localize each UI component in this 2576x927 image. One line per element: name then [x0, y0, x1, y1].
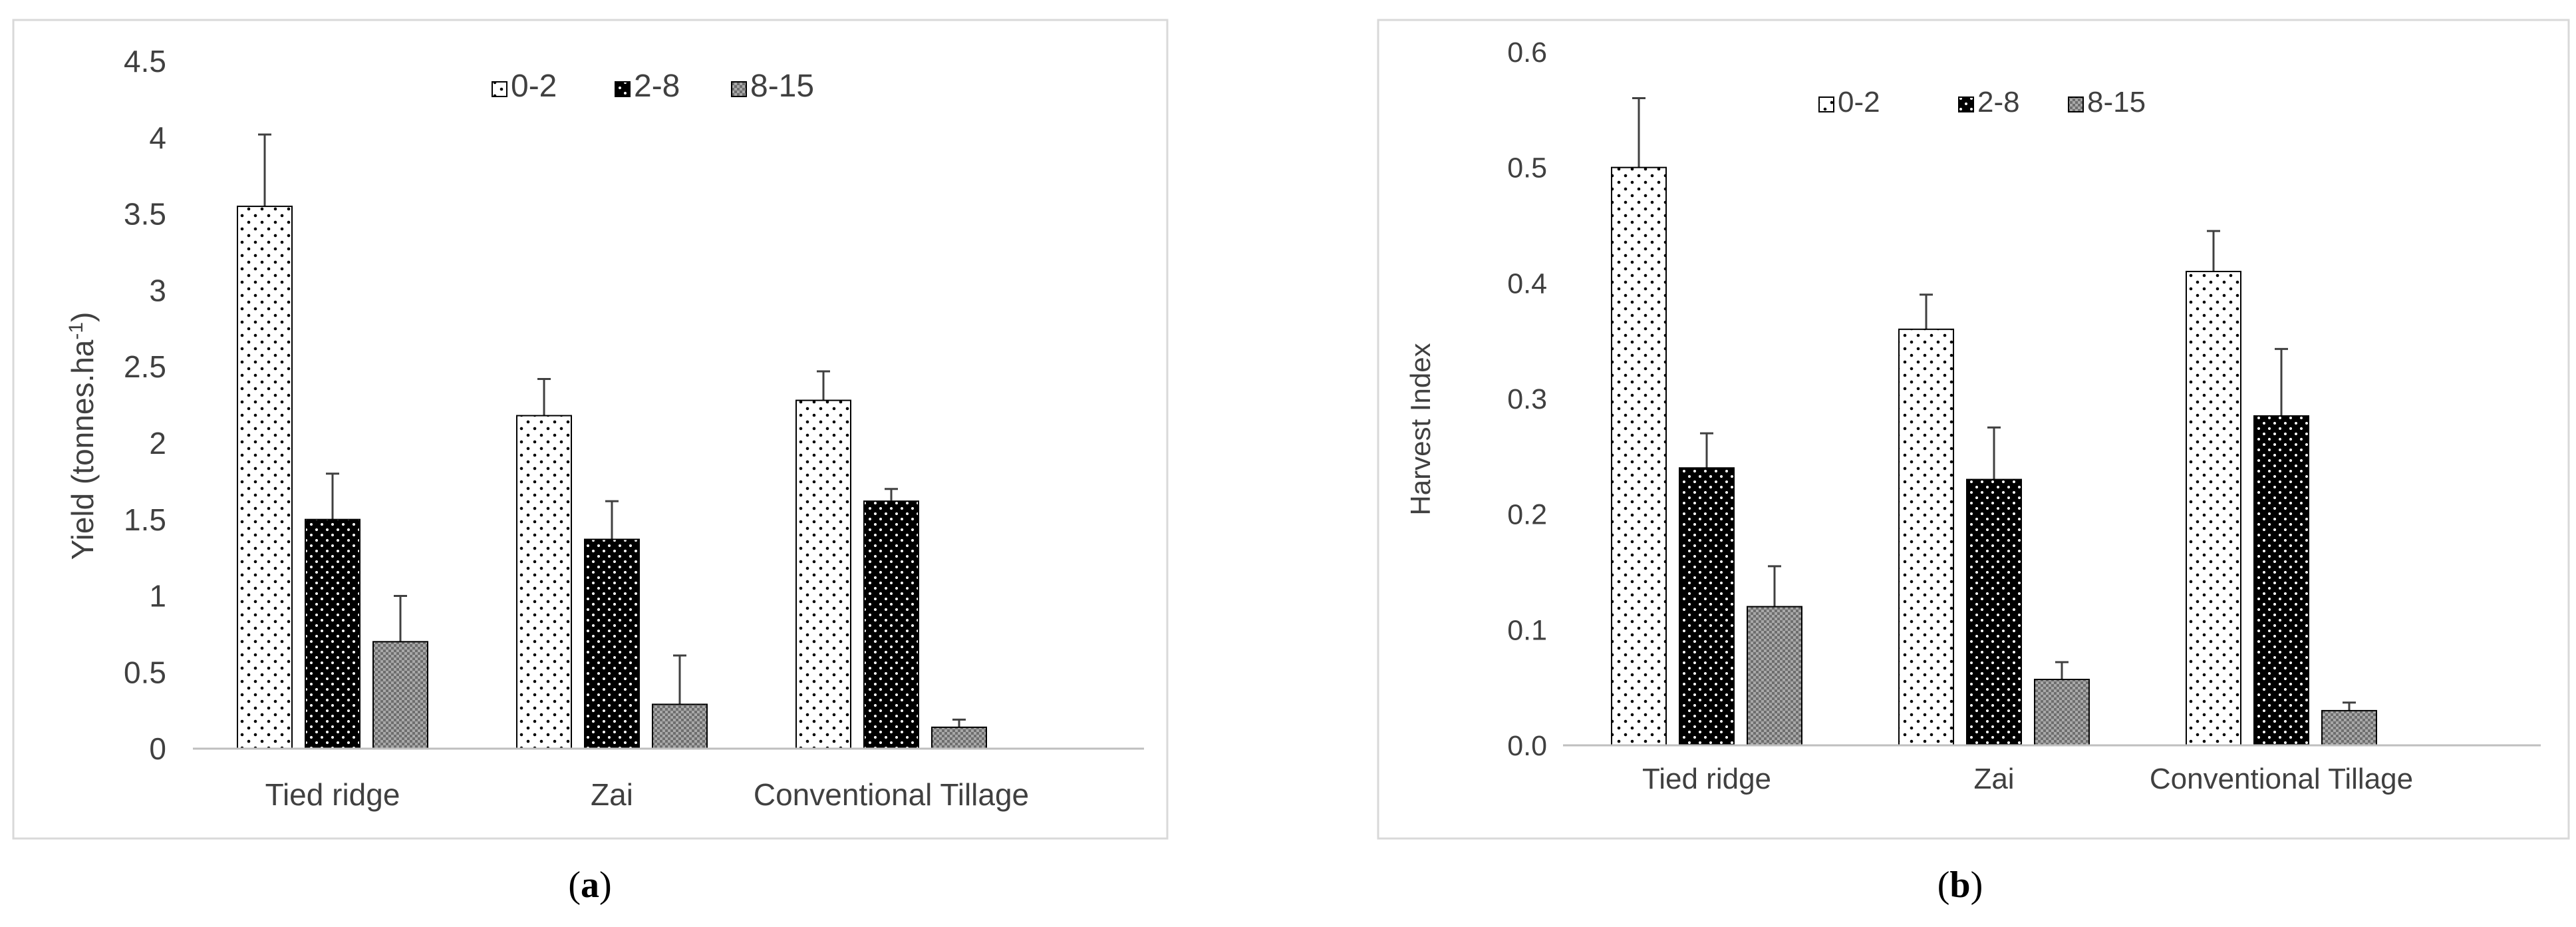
bar-8-15-zai	[2034, 679, 2090, 747]
x-ticks-b: Tied ridge Zai Conventional Tillage	[1642, 763, 2413, 795]
y-tick-label: 2.5	[124, 349, 166, 384]
bars-b	[1611, 166, 2377, 747]
y-tick-label: 0.3	[1507, 383, 1547, 415]
legend-label: 2-8	[1977, 86, 2020, 118]
bar-2-8-conventional-tillage	[2253, 415, 2309, 746]
bar-8-15-tied-ridge	[372, 641, 428, 749]
y-tick-label: 0.0	[1507, 730, 1547, 762]
error-bars-a	[258, 133, 966, 727]
x-tick-label: Conventional Tillage	[2150, 763, 2413, 795]
bar-0-2-tied-ridge	[1611, 166, 1667, 746]
legend-label: 8-15	[2087, 86, 2146, 118]
error-bars-b	[1632, 96, 2356, 711]
bar-0-2-conventional-tillage	[795, 399, 851, 749]
bar-0-2-tied-ridge	[237, 206, 293, 750]
legend-swatch	[1958, 96, 1974, 112]
legend-swatch	[492, 81, 507, 97]
bar-8-15-conventional-tillage	[931, 726, 987, 749]
y-tick-label: 3	[149, 273, 166, 307]
bars-a	[237, 206, 987, 750]
x-tick-label: Tied ridge	[1642, 763, 1771, 795]
legend-swatch	[731, 81, 747, 97]
y-tick-label: 0.5	[124, 655, 166, 689]
bar-2-8-tied-ridge	[1679, 467, 1735, 746]
x-tick-label: Zai	[1973, 763, 2014, 795]
legend-label: 0-2	[1838, 86, 1880, 118]
y-axis-label-a: Yield (tonnes.ha-1)	[65, 312, 100, 560]
bar-0-2-zai	[1898, 328, 1954, 746]
y-axis-label-b: Harvest Index	[1405, 343, 1436, 515]
bar-2-8-zai	[584, 538, 640, 750]
x-tick-label: Zai	[591, 777, 633, 812]
y-tick-label: 0.2	[1507, 499, 1547, 531]
bar-8-15-tied-ridge	[1747, 606, 1802, 746]
bar-8-15-zai	[652, 703, 708, 749]
panel-label-a: (a)	[568, 864, 611, 906]
bar-2-8-zai	[1966, 478, 2022, 746]
legend-swatch	[1818, 96, 1834, 112]
bar-0-2-conventional-tillage	[2186, 270, 2241, 746]
bar-0-2-zai	[516, 415, 572, 750]
x-tick-label: Conventional Tillage	[754, 777, 1029, 812]
y-tick-label: 0.6	[1507, 37, 1547, 69]
y-ticks-b: 0.0 0.1 0.2 0.3 0.4 0.5 0.6	[1507, 37, 1547, 762]
panel-label-b: (b)	[1937, 864, 1983, 906]
x-tick-label: Tied ridge	[265, 777, 400, 812]
legend-a: 0-2 2-8 8-15	[492, 69, 814, 104]
x-ticks-a: Tied ridge Zai Conventional Tillage	[265, 777, 1030, 812]
y-tick-label: 0	[149, 731, 166, 766]
legend-b: 0-2 2-8 8-15	[1818, 86, 2146, 118]
chart-panel-b: 0.0 0.1 0.2 0.3 0.4 0.5 0.6 Tied ridge Zai Conve…	[1377, 19, 2570, 906]
y-tick-label: 1	[149, 579, 166, 614]
y-tick-label: 1.5	[124, 502, 166, 537]
legend-swatch	[2068, 96, 2084, 112]
legend-swatch	[615, 81, 631, 97]
y-tick-label: 0.1	[1507, 614, 1547, 646]
y-tick-label: 4.5	[124, 44, 166, 79]
y-tick-label: 0.4	[1507, 268, 1547, 299]
y-tick-label: 2	[149, 426, 166, 461]
legend-label: 2-8	[634, 69, 680, 104]
chart-panel-a: 0 0.5 1 1.5 2 2.5 3 3.5 4 4.5 Tied ridge Zai Conven…	[12, 19, 1169, 906]
chart-frame-a	[12, 19, 1169, 840]
legend-label: 0-2	[511, 69, 557, 104]
bar-8-15-conventional-tillage	[2321, 709, 2377, 747]
y-tick-label: 4	[149, 120, 166, 155]
bar-2-8-conventional-tillage	[863, 500, 919, 749]
legend-label: 8-15	[750, 69, 814, 104]
y-tick-label: 0.5	[1507, 152, 1547, 184]
bar-2-8-tied-ridge	[305, 518, 360, 750]
chart-frame-b	[1377, 19, 2570, 840]
y-ticks-a: 0 0.5 1 1.5 2 2.5 3 3.5 4 4.5	[124, 44, 166, 766]
y-tick-label: 3.5	[124, 197, 166, 232]
